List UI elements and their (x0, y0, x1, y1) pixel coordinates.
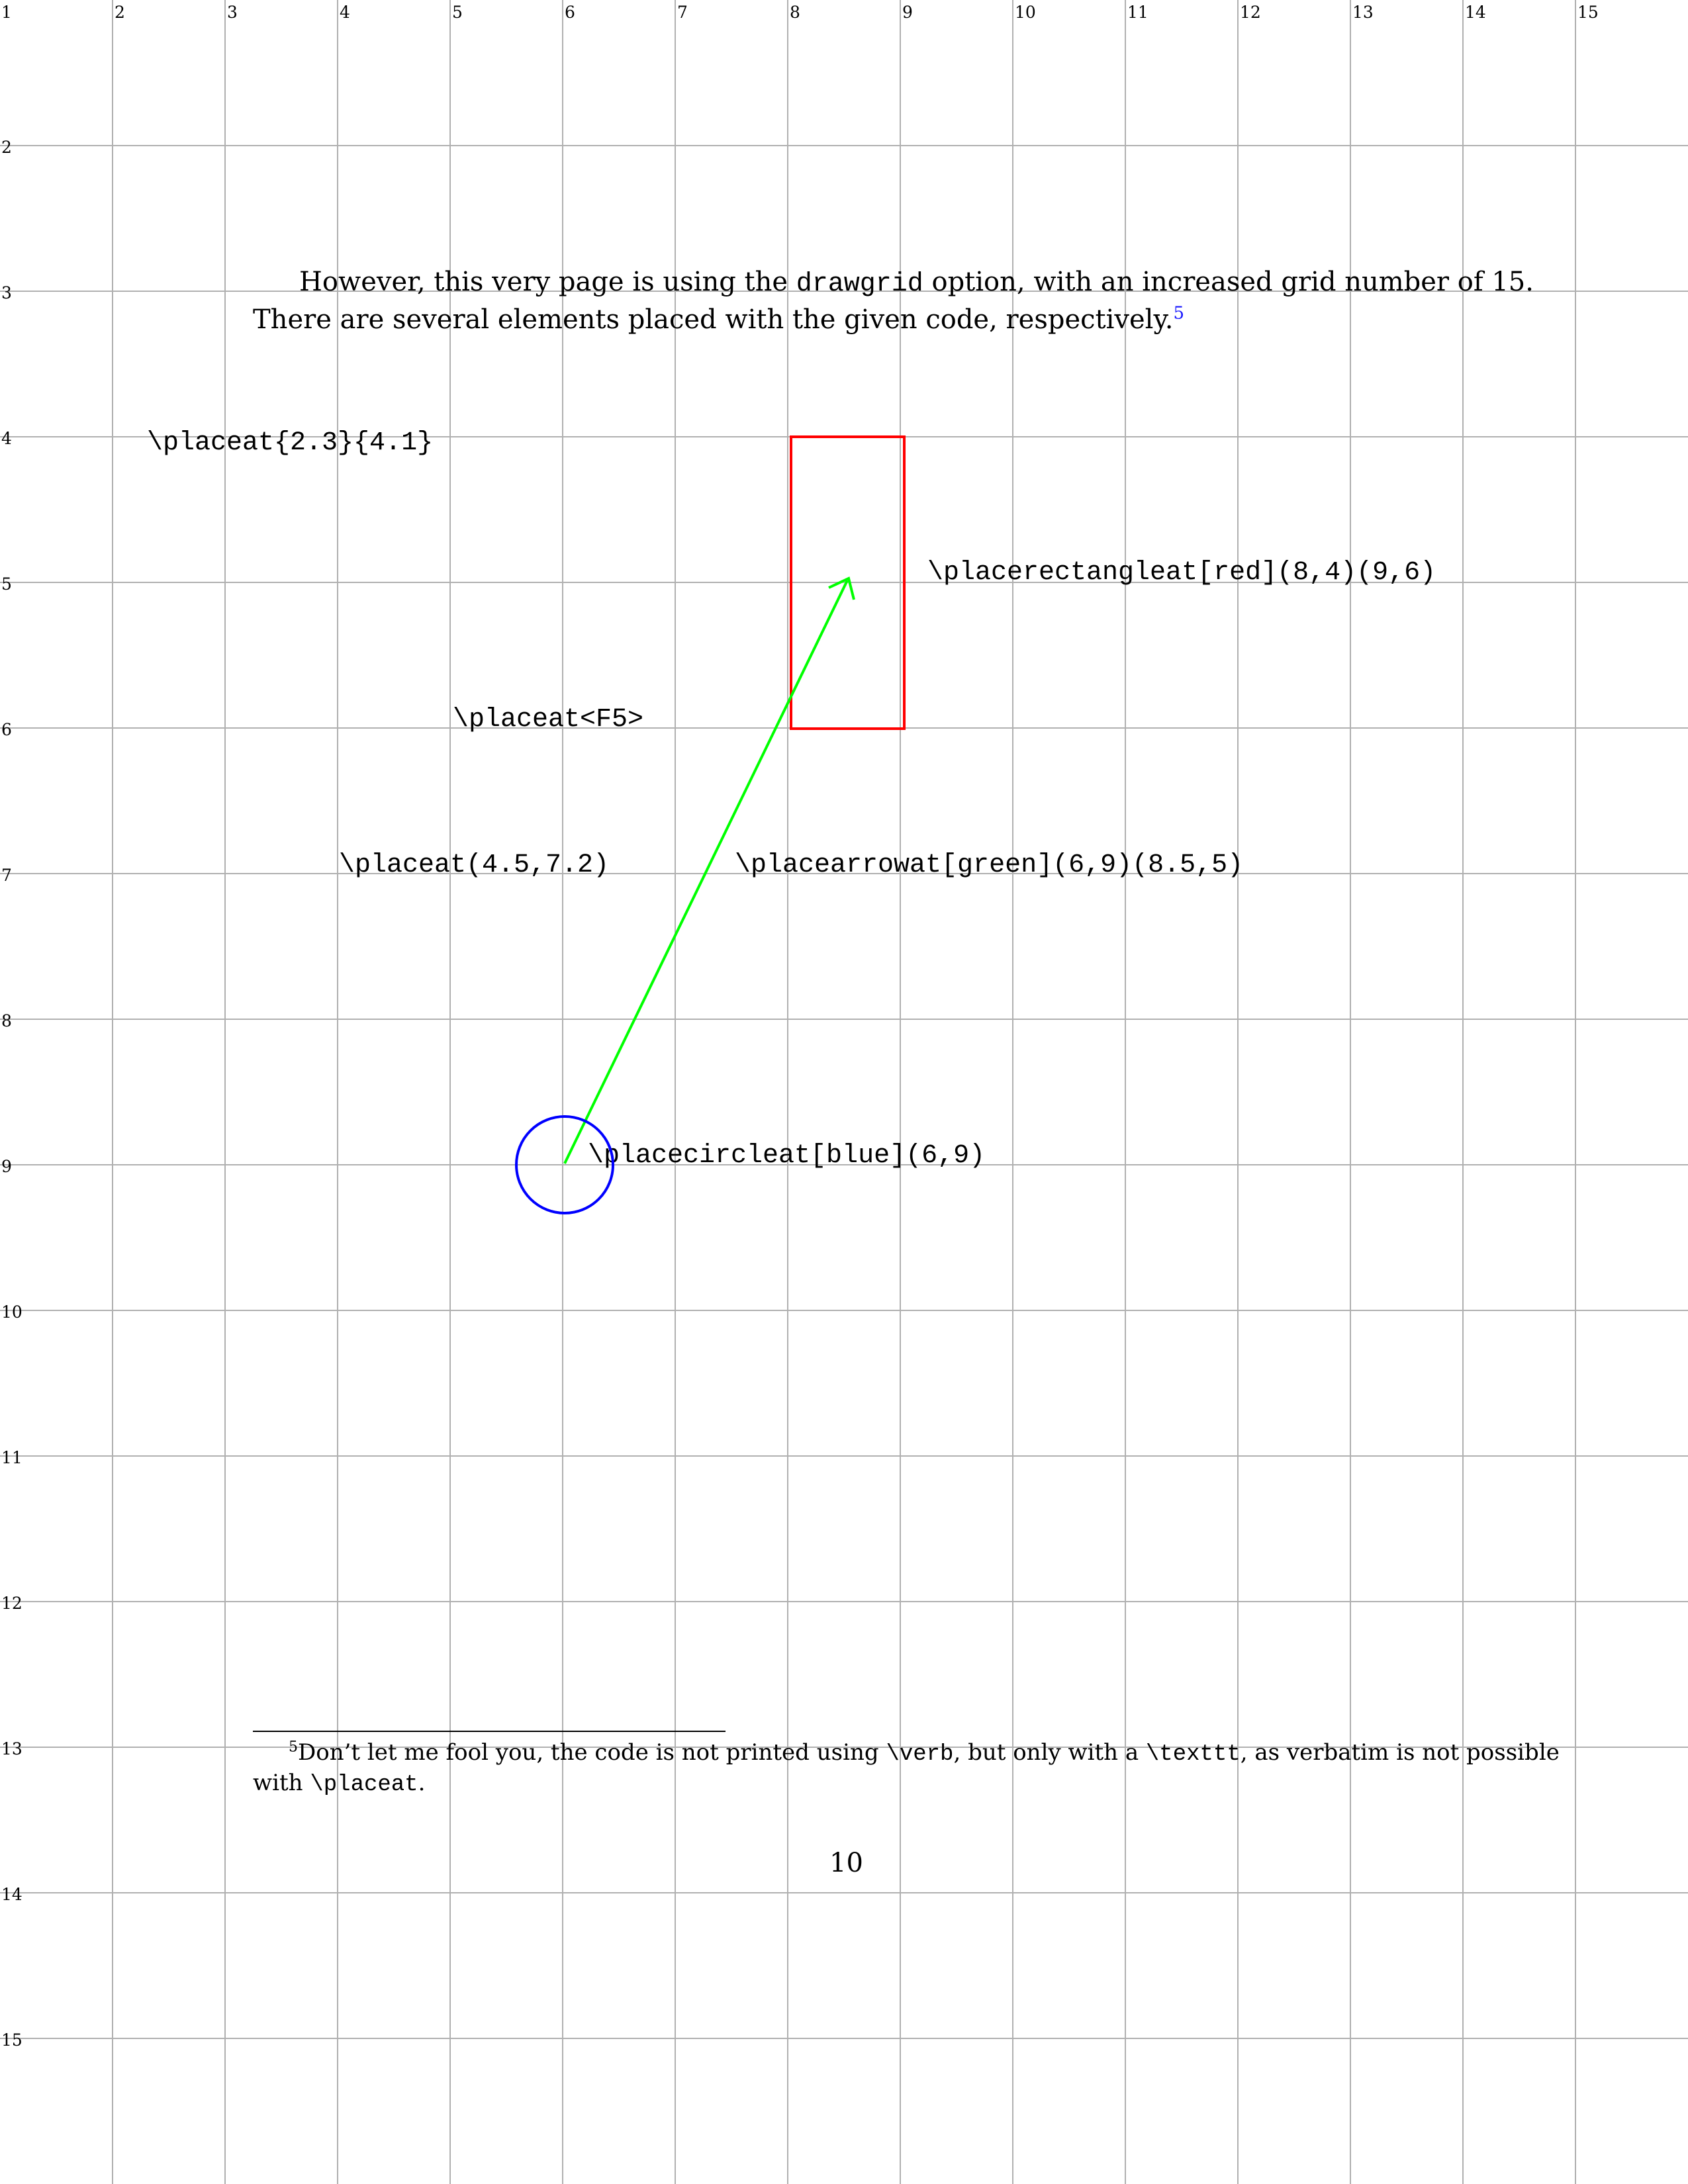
y-tick-label: 14 (1, 1885, 23, 1904)
x-tick-label: 8 (790, 3, 800, 22)
footnote-line-2: with \placeat. (253, 1768, 425, 1800)
label-placeat-2-3-4-1: \placeat{2.3}{4.1} (147, 428, 434, 458)
footnote-text: . (418, 1770, 426, 1796)
x-tick-label: 12 (1240, 3, 1261, 22)
x-tick-label: 3 (227, 3, 238, 22)
x-tick-label: 15 (1577, 3, 1599, 22)
inline-code-drawgrid: drawgrid (796, 269, 923, 299)
x-tick-label: 13 (1352, 3, 1374, 22)
x-tick-label: 14 (1465, 3, 1486, 22)
y-tick-label: 7 (1, 866, 12, 885)
y-tick-label: 5 (1, 574, 12, 594)
green-arrow-head (828, 576, 855, 600)
footnote-text: , as verbatim is not possible (1240, 1739, 1560, 1766)
footnote-text: , but only with a (953, 1739, 1146, 1766)
label-placeat-f5: \placeat<F5> (453, 705, 644, 735)
footnote-reference-link[interactable]: 5 (1173, 303, 1184, 324)
x-tick-label: 6 (565, 3, 575, 22)
label-placearrowat: \placearrowat[green](6,9)(8.5,5) (735, 850, 1244, 880)
footnote-text: with (253, 1770, 310, 1796)
paragraph-text: option, with an increased grid number of… (923, 267, 1534, 297)
y-tick-label: 11 (1, 1448, 23, 1467)
y-tick-label: 4 (1, 429, 12, 448)
x-tick-label: 9 (902, 3, 913, 22)
y-tick-label: 12 (1, 1594, 23, 1613)
paragraph-line-1: However, this very page is using the dra… (299, 263, 1534, 303)
y-tick-label: 6 (1, 720, 12, 739)
y-tick-label: 2 (1, 138, 12, 157)
y-tick-label: 3 (1, 283, 12, 302)
y-tick-label: 8 (1, 1011, 12, 1030)
x-tick-label: 2 (115, 3, 125, 22)
red-rectangle (790, 435, 906, 730)
footnote-code: \texttt (1145, 1742, 1241, 1767)
x-tick-label: 10 (1015, 3, 1036, 22)
x-tick-label: 5 (452, 3, 463, 22)
paragraph-text: There are several elements placed with t… (253, 304, 1174, 335)
footnote-rule (253, 1731, 726, 1732)
paragraph-text: However, this very page is using the (299, 267, 796, 297)
footnote-code: \placeat (310, 1772, 418, 1797)
green-arrow (563, 580, 849, 1164)
x-tick-label: 11 (1127, 3, 1149, 22)
label-placecircleat: \placecircleat[blue](6,9) (588, 1141, 986, 1171)
x-tick-label: 7 (677, 3, 688, 22)
x-tick-label: 4 (340, 3, 350, 22)
blue-circle (515, 1115, 614, 1214)
footnote-line-1: 5Don’t let me fool you, the code is not … (289, 1737, 1560, 1770)
y-tick-label: 15 (1, 2030, 23, 2050)
y-tick-label: 13 (1, 1739, 23, 1758)
y-tick-label: 10 (1, 1302, 23, 1322)
page-number: 10 (829, 1848, 863, 1878)
x-tick-label: 1 (1, 3, 12, 22)
y-tick-label: 9 (1, 1157, 12, 1176)
label-placerectangleat: \placerectangleat[red](8,4)(9,6) (927, 558, 1436, 588)
label-placeat-4-5-7-2: \placeat(4.5,7.2) (339, 850, 610, 880)
footnote-mark: 5 (289, 1739, 298, 1756)
footnote-code: \verb (886, 1742, 954, 1767)
footnote-text: Don’t let me fool you, the code is not p… (298, 1739, 886, 1766)
paragraph-line-2: There are several elements placed with t… (253, 301, 1184, 338)
